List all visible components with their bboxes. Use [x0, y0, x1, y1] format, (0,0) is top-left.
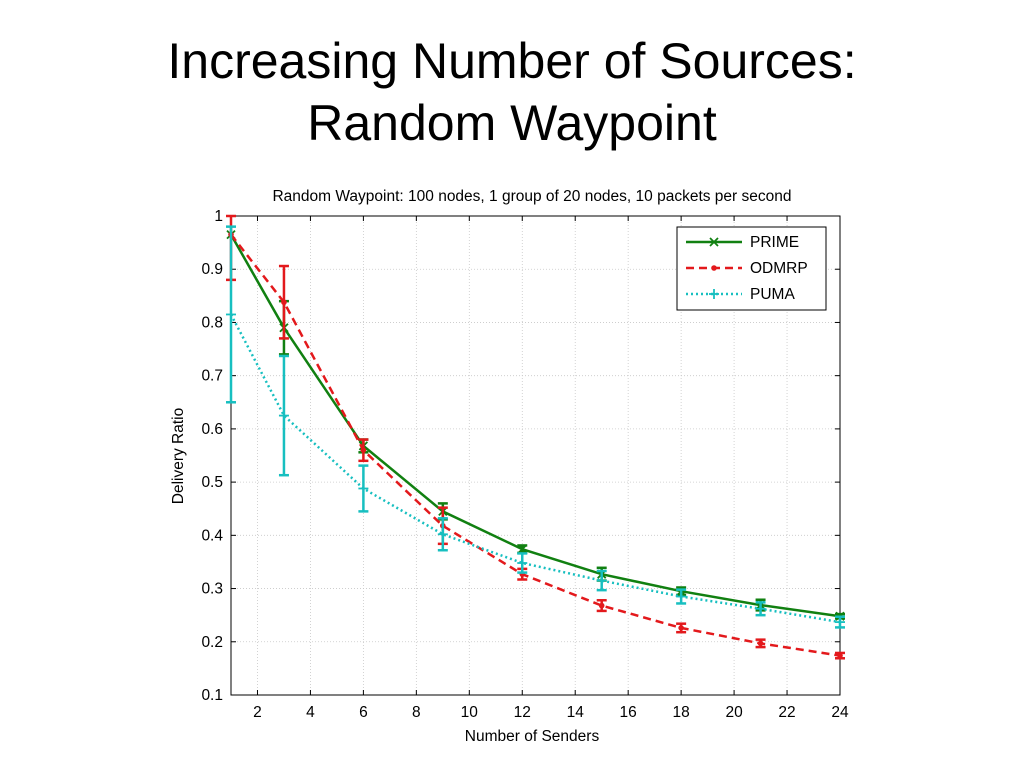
y-axis-label: Delivery Ratio	[170, 408, 187, 504]
x-tick-label: 10	[461, 704, 479, 721]
plus-marker	[278, 410, 289, 421]
dot-marker	[281, 299, 287, 306]
x-marker	[517, 544, 527, 554]
plus-marker	[835, 617, 845, 628]
slide-title: Increasing Number of Sources: Random Way…	[0, 30, 1024, 154]
y-tick-label: 1	[214, 208, 223, 225]
legend: PRIME ODMRP PUMA	[676, 226, 827, 311]
x-tick-label: 22	[778, 704, 795, 721]
x-tick-label: 14	[567, 704, 585, 721]
plus-marker	[755, 603, 766, 614]
plus-marker	[596, 575, 607, 586]
plus-marker	[437, 529, 448, 540]
series-layer	[226, 214, 845, 660]
x-tick-label: 20	[725, 704, 743, 721]
x-tick-label: 16	[620, 704, 637, 721]
dot-marker	[757, 640, 764, 647]
y-tick-label: 0.1	[201, 687, 223, 704]
x-marker-stroke	[517, 544, 527, 554]
dot-marker	[360, 447, 367, 453]
slide-title-line-1: Increasing Number of Sources:	[167, 33, 857, 89]
dot-marker	[678, 625, 684, 631]
dot-marker	[837, 652, 843, 659]
x-tick-label: 4	[306, 704, 315, 721]
y-tick-label: 0.2	[201, 634, 223, 651]
plus-marker	[358, 483, 369, 494]
series-line-puma	[229, 313, 841, 624]
plus-marker	[676, 591, 687, 602]
x-axis-label: Number of Senders	[465, 728, 600, 745]
x-tick-label: 6	[359, 704, 368, 721]
plus-marker	[709, 289, 719, 299]
x-tick-label: 2	[253, 704, 262, 721]
chart-title: Random Waypoint: 100 nodes, 1 group of 2…	[272, 188, 791, 205]
plus-marker	[226, 309, 236, 320]
x-tick-label: 12	[514, 704, 531, 721]
x-tick-label: 18	[673, 704, 690, 721]
y-tick-label: 0.8	[201, 314, 223, 331]
dot-marker	[598, 602, 605, 609]
plus-marker	[517, 558, 528, 569]
x-marker-stroke	[709, 237, 719, 247]
y-tick-label: 0.7	[201, 368, 223, 385]
legend-label-puma: PUMA	[750, 286, 795, 303]
y-tick-label: 0.6	[201, 421, 223, 438]
legend-label-prime: PRIME	[750, 234, 799, 251]
x-tick-label: 24	[831, 704, 849, 721]
x-tick-label: 8	[412, 704, 421, 721]
axis-ticks: 2 4 6 8 10 12 14 16 18 20 22 240.10.20.30.40.50.60.…	[201, 208, 849, 721]
y-tick-label: 0.9	[201, 261, 223, 278]
dot-marker	[711, 265, 717, 271]
plot-frame	[230, 215, 841, 696]
y-tick-label: 0.5	[201, 474, 223, 491]
legend-label-odmrp: ODMRP	[750, 260, 808, 277]
y-tick-label: 0.3	[201, 581, 223, 598]
slide-title-line-2: Random Waypoint	[307, 95, 717, 151]
x-marker	[709, 237, 719, 247]
y-tick-label: 0.4	[201, 527, 223, 544]
series-puma	[226, 225, 845, 629]
